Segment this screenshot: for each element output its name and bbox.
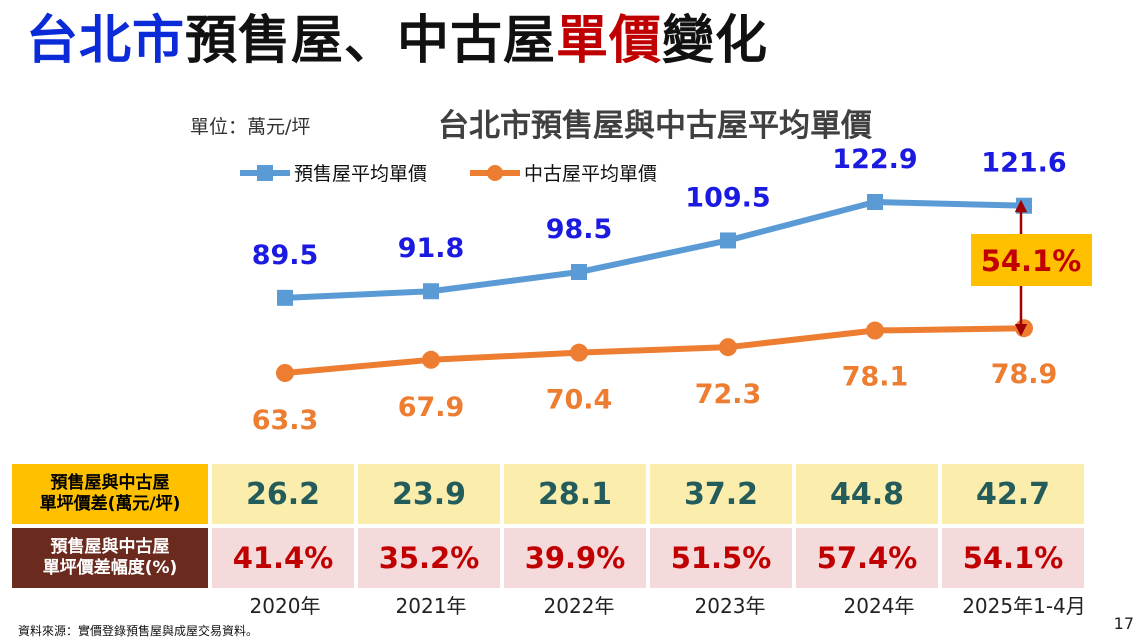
presale-data-point: [867, 194, 883, 210]
footer-source: 資料來源：實價登錄預售屋與成屋交易資料。: [18, 624, 259, 638]
legend: 預售屋平均單價 中古屋平均單價: [240, 163, 657, 185]
resale-data-label: 63.3: [252, 405, 319, 436]
legend-resale-label: 中古屋平均單價: [524, 163, 657, 185]
x-axis-label: 2023年: [694, 594, 766, 618]
resale-data-point: [866, 321, 884, 340]
gap-percent-row: 預售屋與中古屋 單坪價差幅度(%) 41.4% 35.2% 39.9% 51.5…: [12, 528, 1088, 588]
presale-data-label: 98.5: [546, 214, 613, 245]
price-gap-cell: 44.8: [796, 464, 942, 524]
gap-callout-box: [971, 234, 1092, 286]
gap-percent-row-label: 預售屋與中古屋 單坪價差幅度(%): [42, 536, 178, 578]
price-gap-cell: 37.2: [650, 464, 796, 524]
price-gap-row-label: 預售屋與中古屋 單坪價差(萬元/坪): [39, 472, 181, 514]
resale-series-line: [284, 325, 1025, 376]
unit-label: 單位：萬元/坪: [190, 116, 311, 138]
resale-data-label: 70.4: [546, 385, 613, 416]
presale-data-label: 91.8: [398, 233, 465, 264]
slide-title: 台北市預售屋、中古屋單價變化: [26, 11, 769, 72]
presale-data-point: [720, 232, 736, 249]
difference-table: 預售屋與中古屋 單坪價差(萬元/坪) 26.2 23.9 28.1 37.2 4…: [12, 460, 1088, 592]
resale-data-label: 78.9: [991, 359, 1058, 390]
page-number: 17: [1113, 614, 1134, 633]
presale-data-label: 89.5: [252, 240, 319, 271]
chart-title: 台北市預售屋與中古屋平均單價: [438, 108, 872, 144]
gap-percent-cell: 54.1%: [942, 528, 1088, 588]
title-part-price: 單價: [556, 11, 663, 71]
gap-callout-text: 54.1%: [981, 244, 1082, 278]
title-part-city: 台北市: [26, 11, 186, 71]
price-gap-cell: 23.9: [358, 464, 504, 524]
x-axis-label: 2024年: [843, 594, 915, 618]
resale-data-point: [276, 364, 294, 382]
legend-presale-marker: [257, 165, 273, 181]
resale-data-point: [719, 338, 737, 357]
gap-percent-row-header: 預售屋與中古屋 單坪價差幅度(%): [12, 528, 212, 588]
price-gap-cell: 42.7: [942, 464, 1088, 524]
resale-data-point: [422, 350, 440, 369]
legend-item-resale: 中古屋平均單價: [470, 163, 657, 185]
x-axis-label: 2021年: [395, 594, 467, 618]
presale-series-line: [284, 199, 1025, 301]
x-axis-label: 2025年1-4月: [962, 594, 1086, 618]
presale-data-label: 121.6: [981, 148, 1066, 179]
series-layer: 89.5 91.8 98.5 109.5 122.9 121.6 63.3 67.9 70.4 7…: [252, 144, 1067, 436]
x-axis-label: 2022年: [543, 594, 615, 618]
price-gap-cell: 28.1: [504, 464, 650, 524]
resale-data-point: [1015, 319, 1033, 338]
resale-data-label: 78.1: [842, 362, 909, 393]
price-gap-cell: 26.2: [212, 464, 358, 524]
presale-data-label: 109.5: [685, 182, 770, 213]
gap-percent-cell: 51.5%: [650, 528, 796, 588]
gap-percent-cell: 35.2%: [358, 528, 504, 588]
presale-data-point: [277, 289, 293, 306]
resale-data-point: [570, 343, 588, 362]
gap-percent-cell: 57.4%: [796, 528, 942, 588]
resale-data-label: 67.9: [398, 392, 465, 423]
presale-data-label: 122.9: [832, 144, 917, 175]
gap-percent-cell: 39.9%: [504, 528, 650, 588]
x-axis-label: 2020年: [249, 594, 321, 618]
title-part-change: 變化: [662, 11, 769, 71]
title-part-types: 預售屋、中古屋: [185, 11, 557, 71]
presale-data-point: [423, 283, 439, 300]
resale-data-label: 72.3: [695, 379, 762, 410]
price-gap-row-header: 預售屋與中古屋 單坪價差(萬元/坪): [12, 464, 212, 524]
legend-presale-label: 預售屋平均單價: [294, 163, 427, 185]
line-chart: 預售屋平均單價 中古屋平均單價 89.5 91.8 98.5 109.5 122.9 12…: [240, 144, 1092, 436]
legend-item-presale: 預售屋平均單價: [240, 163, 427, 185]
gap-percent-cell: 41.4%: [212, 528, 358, 588]
presale-data-point: [571, 264, 587, 281]
legend-resale-marker: [487, 165, 503, 181]
presale-data-point: [1016, 197, 1032, 214]
gap-annotation: 54.1%: [971, 199, 1092, 337]
price-gap-row: 預售屋與中古屋 單坪價差(萬元/坪) 26.2 23.9 28.1 37.2 4…: [12, 464, 1088, 524]
